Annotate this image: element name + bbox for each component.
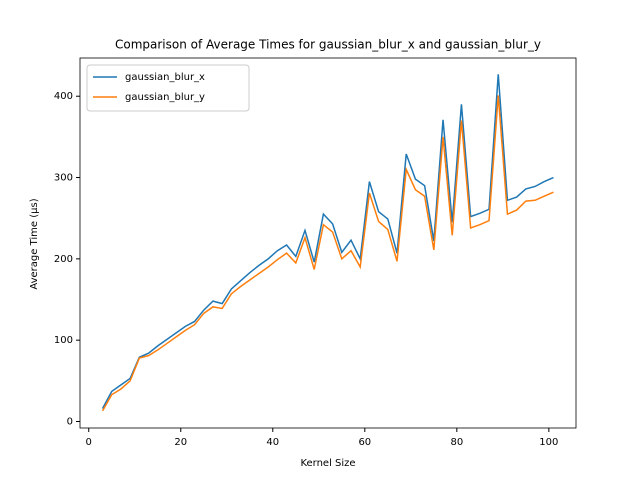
line-series <box>101 74 554 409</box>
x-tick-label: 40 <box>266 437 279 448</box>
y-tick-label: 200 <box>54 254 73 265</box>
x-tick-label: 20 <box>174 437 187 448</box>
y-tick-label: 300 <box>54 173 73 184</box>
y-tick-label: 0 <box>67 416 73 427</box>
plot-frame <box>79 57 577 429</box>
x-tick-label: 60 <box>358 437 371 448</box>
legend-label: gaussian_blur_y <box>125 92 205 103</box>
y-axis-label: Average Time (µs) <box>29 198 40 289</box>
x-tick-label: 100 <box>539 437 558 448</box>
line-series <box>101 95 554 412</box>
legend-label: gaussian_blur_x <box>125 72 205 83</box>
x-tick-label: 80 <box>450 437 463 448</box>
y-tick-label: 100 <box>54 335 73 346</box>
x-tick-label: 0 <box>86 437 92 448</box>
x-axis-label: Kernel Size <box>300 458 355 469</box>
chart-title: Comparison of Average Times for gaussian… <box>115 38 541 52</box>
legend-box <box>86 64 250 112</box>
y-tick-label: 400 <box>54 91 73 102</box>
